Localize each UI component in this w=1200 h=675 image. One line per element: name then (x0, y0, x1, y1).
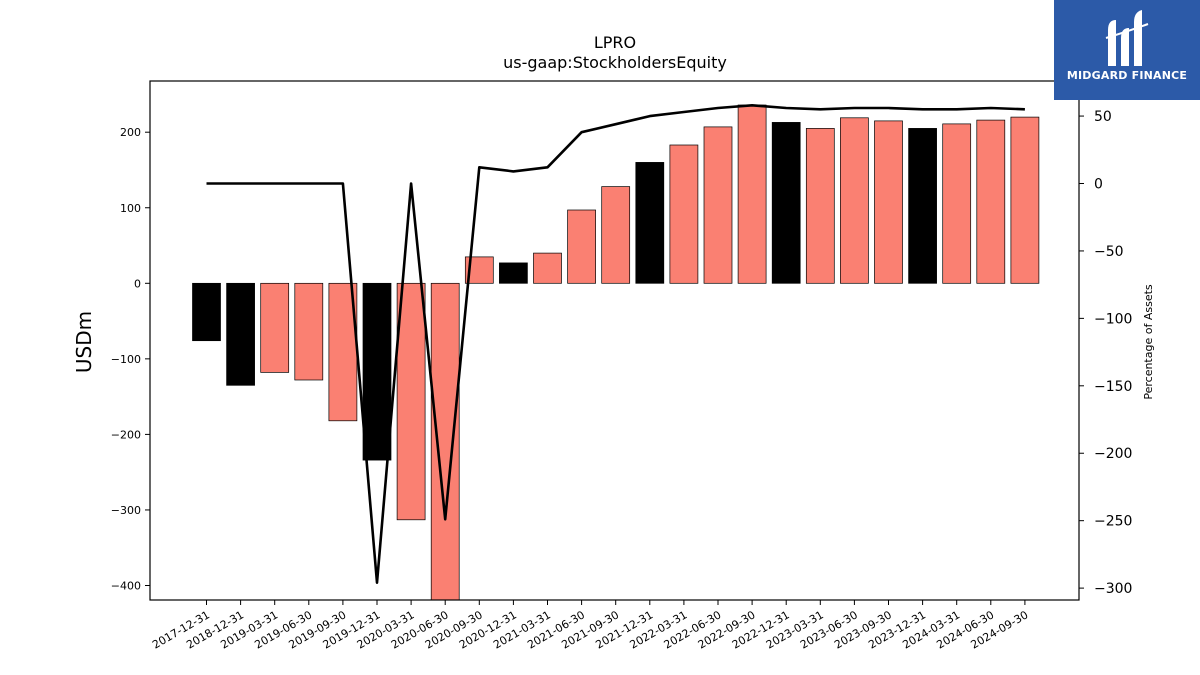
y-tick-label: 100 (120, 202, 141, 215)
right-axis-ticks: −300 −250 −200 −150 −100 −50 0 50 (1079, 109, 1132, 597)
y2-tick-label: −100 (1094, 311, 1132, 327)
left-axis-ticks: −400 −300 −200 −100 0 100 200 (111, 126, 150, 593)
bar-2022-12-31 (771, 122, 801, 284)
y2-tick-label: −200 (1094, 446, 1132, 462)
y-axis-label: USDm (72, 311, 96, 373)
bar-2020-03-31 (396, 282, 426, 521)
y2-tick-label: −250 (1094, 514, 1132, 530)
y-tick-label: −100 (111, 353, 141, 366)
bar-2017-12-31 (192, 282, 221, 342)
bar-2021-03-31 (533, 252, 562, 284)
y2-axis-label: Percentage of Assets (1142, 284, 1155, 400)
brand-logo: MIDGARD FINANCE (1054, 0, 1200, 100)
bar-2023-06-30 (840, 117, 869, 284)
y2-tick-label: −300 (1094, 581, 1132, 597)
y-tick-label: 0 (134, 277, 141, 290)
bar-series (192, 104, 1040, 601)
percentage-of-assets-line (206, 104, 1025, 585)
bar-2023-03-31 (805, 128, 835, 284)
bar-2023-12-31 (908, 128, 937, 284)
bar-2019-06-30 (294, 282, 324, 381)
y-tick-label: −300 (111, 504, 141, 517)
plot-frame (149, 80, 1080, 601)
midgard-logo-icon (1105, 10, 1149, 66)
y-tick-label: 200 (120, 126, 141, 139)
chart-subtitle: us-gaap:StockholdersEquity (503, 53, 727, 72)
y2-tick-label: −50 (1094, 244, 1124, 260)
chart-title: LPRO (594, 33, 636, 52)
bar-2021-06-30 (567, 209, 596, 284)
bar-2020-12-31 (499, 262, 528, 284)
bar-2021-09-30 (601, 186, 631, 284)
bar-2022-06-30 (703, 126, 733, 284)
bar-2024-03-31 (942, 123, 972, 284)
bar-2021-12-31 (635, 162, 665, 284)
y-tick-label: −200 (111, 428, 141, 441)
x-axis-ticks: 2017-12-312018-12-312019-03-312019-06-30… (150, 600, 1030, 652)
bar-2022-09-30 (737, 104, 767, 284)
y-tick-label: −400 (111, 580, 141, 593)
bar-2018-12-31 (226, 282, 255, 386)
bar-2024-09-30 (1010, 116, 1040, 284)
bar-2019-12-31 (362, 282, 392, 461)
bar-2024-06-30 (976, 119, 1006, 284)
line-series-layer (206, 104, 1025, 585)
y2-tick-label: −150 (1094, 379, 1132, 395)
bar-2023-09-30 (874, 120, 903, 284)
bar-2022-03-31 (669, 144, 699, 284)
bar-2019-03-31 (260, 282, 290, 373)
y2-tick-label: 50 (1094, 109, 1112, 125)
bar-2020-06-30 (430, 282, 460, 601)
y2-tick-label: 0 (1094, 177, 1103, 193)
brand-name: MIDGARD FINANCE (1066, 69, 1188, 82)
